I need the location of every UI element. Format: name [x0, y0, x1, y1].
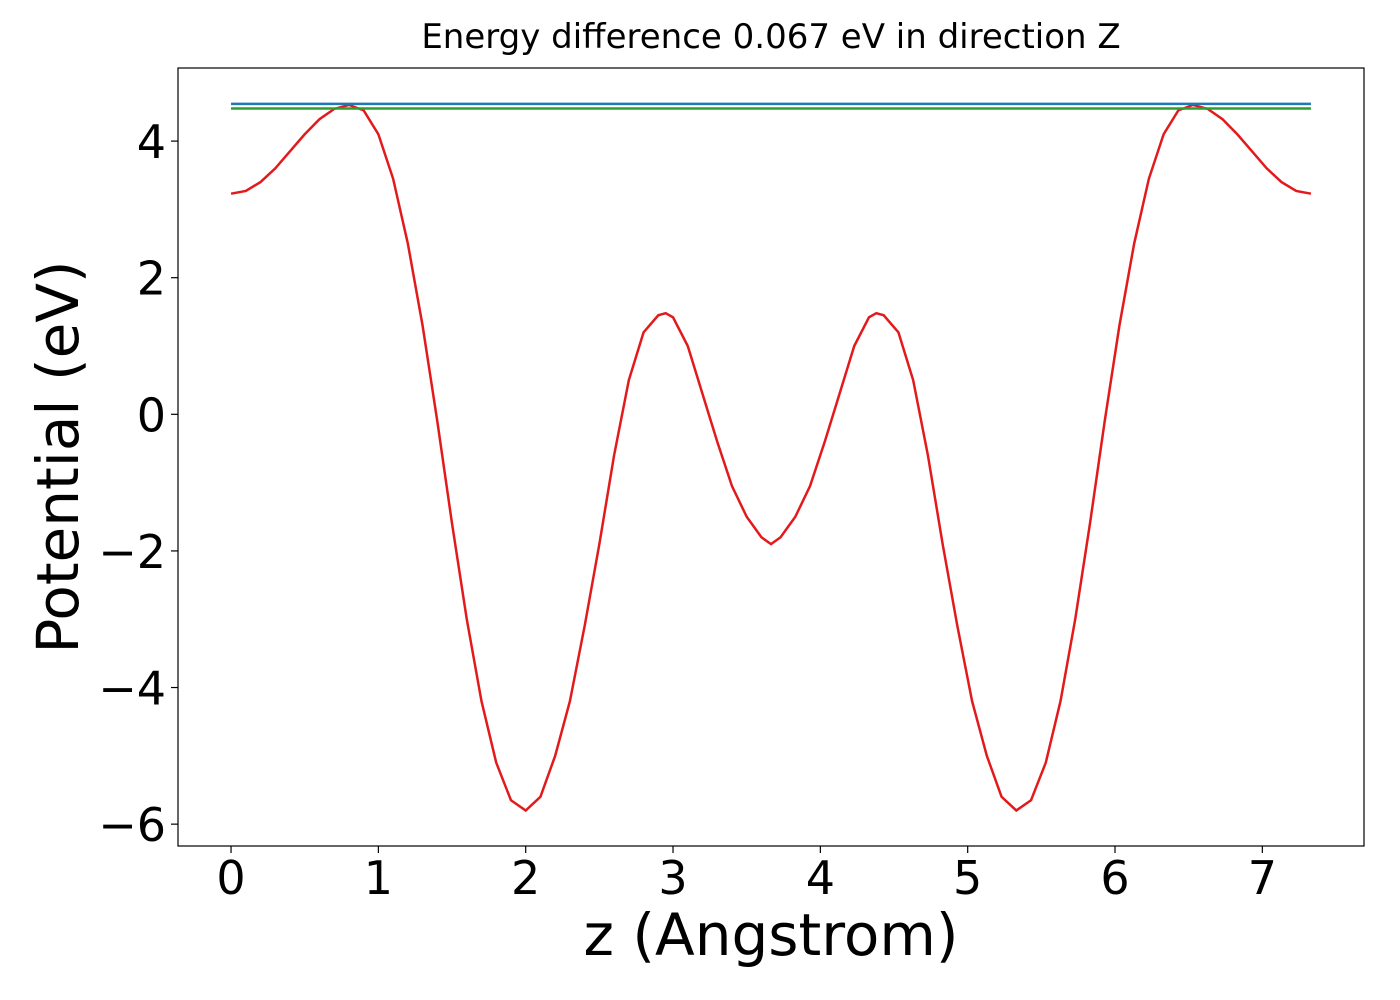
x-tick-label: 0: [216, 851, 245, 905]
y-axis-label: Potential (eV): [24, 260, 92, 653]
x-tick-label: 4: [806, 851, 835, 905]
plot-frame: [177, 67, 1365, 847]
x-tick-label: 5: [953, 851, 982, 905]
y-tick-label: 4: [137, 115, 166, 169]
x-tick-label: 3: [658, 851, 687, 905]
x-tick-label: 7: [1248, 851, 1277, 905]
x-tick-label: 1: [364, 851, 393, 905]
x-tick-label: 6: [1100, 851, 1129, 905]
x-axis-label: z (Angstrom): [584, 901, 959, 969]
y-tick-label: 0: [137, 388, 166, 442]
y-tick-label: −4: [98, 662, 166, 716]
y-tick-label: −2: [98, 525, 166, 579]
series-line: [230, 103, 1312, 813]
x-tick-label: 2: [511, 851, 540, 905]
y-tick-label: −6: [98, 798, 166, 852]
y-tick-label: 2: [137, 252, 166, 306]
chart-title: Energy difference 0.067 eV in direction …: [421, 17, 1120, 57]
